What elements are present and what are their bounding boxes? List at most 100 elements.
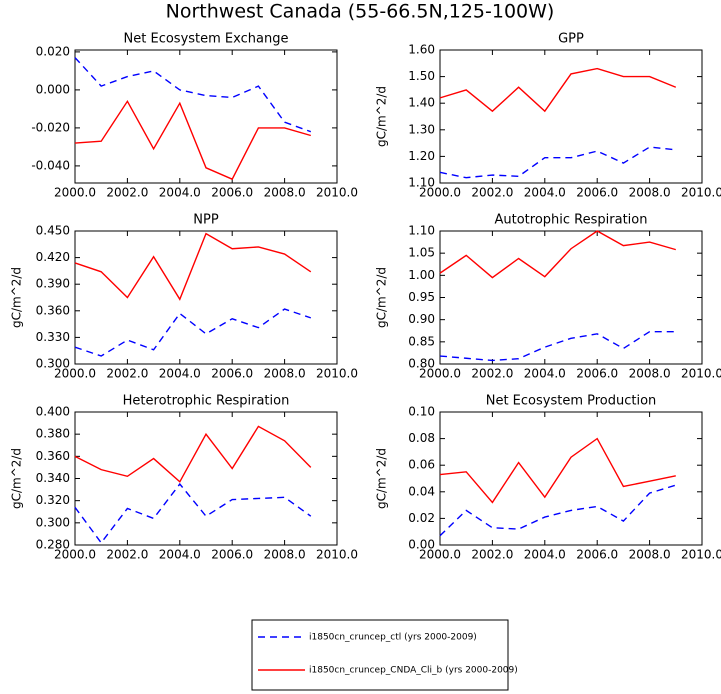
x-tick-label: 2000.0 (54, 367, 96, 381)
series-line (74, 232, 312, 301)
plot-frame (439, 49, 703, 184)
x-tick-label: 2010.0 (316, 548, 358, 562)
x-tick-label: 2008.0 (629, 548, 671, 562)
plot-frame (74, 49, 338, 184)
x-tick-label: 2010.0 (681, 548, 721, 562)
y-tick-label: 0.00 (408, 538, 435, 552)
y-tick-label: 0.300 (36, 515, 70, 529)
x-tick-label: 2002.0 (106, 186, 148, 200)
y-tick-label: -0.020 (31, 120, 70, 134)
x-tick-label: 2008.0 (264, 367, 306, 381)
series-line (439, 484, 677, 537)
x-tick-label: 2002.0 (471, 186, 513, 200)
x-tick-label: 2002.0 (471, 548, 513, 562)
x-tick-label: 2004.0 (159, 186, 201, 200)
y-tick-label: 0.80 (408, 357, 435, 371)
x-tick-label: 2006.0 (576, 548, 618, 562)
y-tick-label: 0.360 (36, 303, 70, 317)
y-tick-label: 0.340 (36, 471, 70, 485)
x-tick-label: 2006.0 (211, 186, 253, 200)
y-tick-label: 0.90 (408, 312, 435, 326)
x-tick-label: 2006.0 (576, 186, 618, 200)
series-line (74, 425, 312, 483)
y-tick-label: 0.450 (36, 224, 70, 238)
y-tick-label: 1.30 (408, 122, 435, 136)
series-line (74, 308, 312, 357)
chart-title: Heterotrophic Respiration (123, 394, 290, 409)
x-tick-label: 2008.0 (629, 367, 671, 381)
chart-title: Net Ecosystem Exchange (124, 32, 289, 47)
y-tick-label: 0.08 (408, 431, 435, 445)
x-tick-label: 2002.0 (106, 548, 148, 562)
y-tick-label: 0.400 (36, 405, 70, 419)
x-tick-label: 2004.0 (524, 186, 566, 200)
y-axis-label: gC/m^2/d (375, 267, 389, 328)
x-tick-label: 2000.0 (54, 548, 96, 562)
y-tick-label: 0.420 (36, 250, 70, 264)
x-tick-label: 2004.0 (159, 548, 201, 562)
y-tick-label: 0.300 (36, 357, 70, 371)
y-tick-label: 1.40 (408, 96, 435, 110)
y-tick-label: 0.10 (408, 405, 435, 419)
figure-title: Northwest Canada (55-66.5N,125-100W) (166, 1, 555, 23)
y-tick-label: 0.000 (36, 82, 70, 96)
y-tick-label: 0.280 (36, 538, 70, 552)
y-tick-label: 1.50 (408, 69, 435, 83)
x-tick-label: 2000.0 (419, 186, 461, 200)
chart-title: Net Ecosystem Production (486, 394, 657, 409)
x-tick-label: 2000.0 (419, 548, 461, 562)
x-tick-label: 2000.0 (419, 367, 461, 381)
chart-title: Autotrophic Respiration (495, 213, 648, 228)
x-tick-label: 2002.0 (106, 367, 148, 381)
x-tick-label: 2006.0 (211, 548, 253, 562)
x-tick-label: 2010.0 (316, 367, 358, 381)
x-tick-label: 2004.0 (524, 548, 566, 562)
legend-box (251, 619, 509, 691)
y-tick-label: 1.10 (408, 224, 435, 238)
series-line (74, 57, 312, 133)
x-tick-label: 2006.0 (211, 367, 253, 381)
y-tick-label: -0.040 (31, 158, 70, 172)
legend-label: i1850cn_cruncep_CNDA_Cli_b (yrs 2000-200… (309, 666, 518, 676)
y-tick-label: 1.05 (408, 246, 435, 260)
y-tick-label: 0.320 (36, 493, 70, 507)
series-line (74, 482, 312, 544)
y-tick-label: 0.04 (408, 484, 435, 498)
chart-title: GPP (558, 32, 584, 47)
y-tick-label: 1.00 (408, 268, 435, 282)
x-tick-label: 2008.0 (629, 186, 671, 200)
series-line (439, 437, 676, 504)
plot-frame (74, 230, 338, 365)
x-tick-label: 2010.0 (681, 186, 721, 200)
x-tick-label: 2008.0 (264, 548, 306, 562)
x-tick-label: 2004.0 (159, 367, 201, 381)
y-tick-label: 1.20 (408, 149, 435, 163)
y-tick-label: 0.02 (408, 511, 435, 525)
y-axis-label: gC/m^2/d (10, 267, 24, 328)
y-axis-label: gC/m^2/d (375, 448, 389, 509)
x-tick-label: 2000.0 (54, 186, 96, 200)
x-tick-label: 2002.0 (471, 367, 513, 381)
x-tick-label: 2006.0 (576, 367, 618, 381)
series-line (74, 99, 311, 181)
y-axis-label: gC/m^2/d (10, 448, 24, 509)
y-tick-label: 0.360 (36, 449, 70, 463)
legend-label: i1850cn_cruncep_ctl (yrs 2000-2009) (309, 633, 477, 643)
x-tick-label: 2010.0 (316, 186, 358, 200)
plot-frame (439, 411, 703, 546)
y-tick-label: 0.330 (36, 330, 70, 344)
y-tick-label: 0.95 (408, 290, 435, 304)
x-tick-label: 2010.0 (681, 367, 721, 381)
y-tick-label: 0.020 (36, 44, 70, 58)
y-tick-label: 1.60 (408, 43, 435, 57)
y-tick-label: 1.10 (408, 176, 435, 190)
series-line (439, 146, 676, 179)
chart-title: NPP (193, 213, 219, 228)
y-tick-label: 0.06 (408, 458, 435, 472)
y-tick-label: 0.85 (408, 334, 435, 348)
x-tick-label: 2004.0 (524, 367, 566, 381)
series-line (439, 67, 677, 113)
y-axis-label: gC/m^2/d (375, 86, 389, 147)
series-line (439, 330, 676, 362)
